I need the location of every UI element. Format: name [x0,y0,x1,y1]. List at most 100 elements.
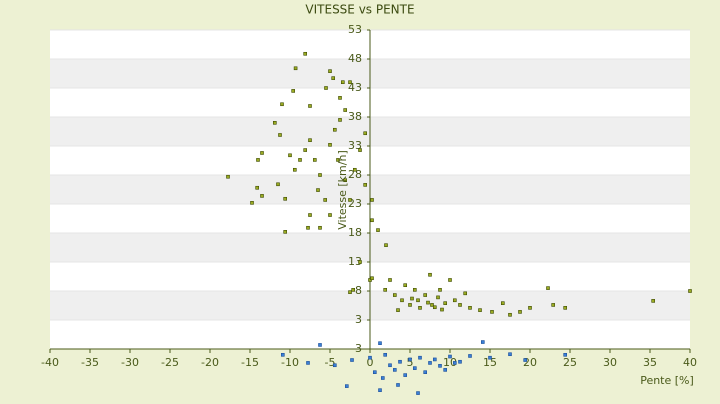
scatter-point [500,301,505,305]
scatter-point [350,358,354,362]
scatter-point [256,158,260,162]
scatter-point [276,182,280,187]
x-tick-label: -40 [41,356,59,369]
scatter-point [378,341,382,346]
scatter-point [488,355,492,360]
scatter-point [280,352,285,357]
scatter-point [348,80,352,84]
scatter-point [363,183,368,187]
scatter-point [508,312,512,317]
scatter-point [283,196,288,201]
scatter-point [318,173,322,177]
scatter-point [292,167,297,172]
scatter-point [383,288,388,292]
scatter-point [348,290,352,294]
x-tick-label: 10 [443,356,457,369]
scatter-point [250,201,254,205]
scatter-point [412,288,417,292]
scatter-point [370,198,374,202]
scatter-point [260,194,264,198]
scatter-point [403,283,408,288]
scatter-point [551,303,556,307]
scatter-point [324,86,328,90]
scatter-point [436,295,440,300]
scatter-point [468,306,472,310]
y-tick-label: 53 [348,23,362,36]
scatter-point [392,368,397,372]
scatter-point [428,361,432,365]
scatter-point [438,364,442,368]
scatter-point [283,230,288,234]
scatter-point [388,278,392,282]
scatter-point [468,354,472,358]
x-tick-label: -5 [325,356,336,369]
x-tick-label: 25 [563,356,577,369]
scatter-point [523,358,528,362]
scatter-point [478,308,482,312]
x-tick-label: 5 [407,356,414,369]
scatter-point [260,151,264,155]
scatter-point [426,300,430,305]
x-tick-label: 40 [683,356,697,369]
scatter-point [430,303,434,307]
scatter-point [370,276,374,281]
scatter-point [408,303,412,307]
scatter-point [291,89,296,93]
scatter-point [336,158,340,162]
scatter-point [396,308,400,312]
x-tick-label: -25 [161,356,179,369]
scatter-point [344,384,349,388]
scatter-point [480,340,485,344]
scatter-point [343,178,348,183]
scatter-point [328,69,332,73]
scatter-point [303,148,308,152]
scatter-point [303,51,308,56]
y-tick-label: 28 [348,168,362,181]
scatter-point [340,80,345,84]
scatter-point [440,307,444,312]
scatter-point [563,352,568,357]
scatter-point [463,291,468,296]
scatter-point [338,96,342,100]
scatter-point [380,376,385,380]
scatter-point [563,306,568,310]
y-axis-label: Vitesse [km/h] [336,150,349,230]
scatter-point [428,272,432,277]
scatter-point [348,198,352,202]
scatter-point [358,148,362,152]
scatter-point [432,305,437,310]
y-tick-label: 43 [348,81,362,94]
y-tick-label: 18 [348,226,362,239]
scatter-point [383,352,388,357]
scatter-point [403,373,408,377]
scatter-point [448,354,452,359]
scatter-point [328,143,332,147]
scatter-point [318,343,322,347]
scatter-point [388,363,392,368]
scatter-point [423,370,428,375]
scatter-point [408,357,412,362]
scatter-point [306,361,310,365]
scatter-point [448,278,452,282]
scatter-point [458,359,462,364]
scatter-point [412,366,417,370]
scatter-point [528,306,532,310]
x-axis-label: Pente [%] [640,374,694,387]
scatter-point [288,153,292,158]
scatter-point [372,370,377,375]
x-tick-label: 30 [603,356,617,369]
scatter-point [416,391,420,395]
x-tick-label: 35 [643,356,657,369]
y-tick-label: 48 [348,52,362,65]
scatter-point [351,288,356,292]
x-tick-label: 15 [483,356,497,369]
y-tick-label: 3 [355,313,362,326]
x-tick-label: -15 [241,356,259,369]
y-tick-label: 13 [348,255,362,268]
scatter-point [370,218,374,223]
scatter-point [352,167,357,172]
y-tick-label: 38 [348,110,362,123]
scatter-point [688,289,692,293]
x-tick-label: -35 [81,356,99,369]
